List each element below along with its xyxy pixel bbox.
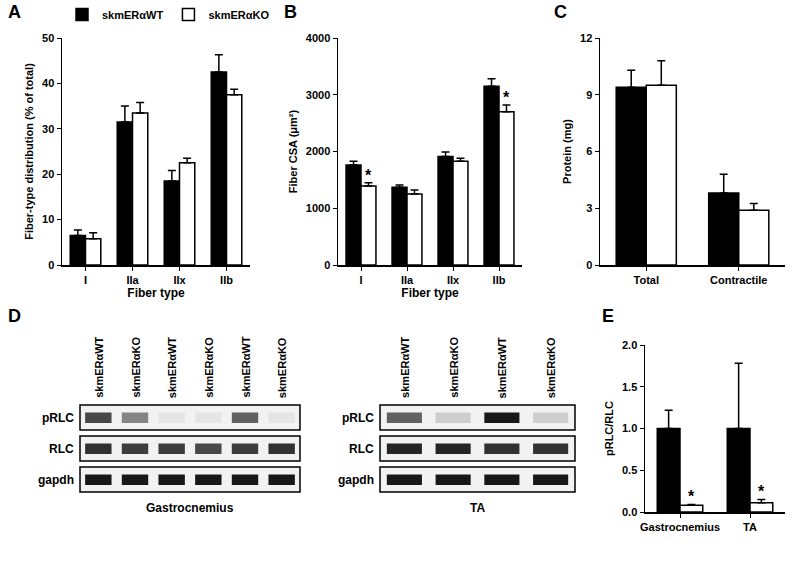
svg-text:20: 20 xyxy=(42,168,54,180)
svg-text:pRLC/RLC: pRLC/RLC xyxy=(603,401,615,456)
svg-text:Total: Total xyxy=(634,274,659,286)
svg-text:I: I xyxy=(84,274,87,286)
svg-text:Fiber CSA (μm²): Fiber CSA (μm²) xyxy=(287,110,299,194)
svg-text:B: B xyxy=(284,2,297,22)
svg-text:4000: 4000 xyxy=(306,32,330,44)
svg-text:2.0: 2.0 xyxy=(622,339,637,351)
svg-text:skmERαWT: skmERαWT xyxy=(240,336,252,397)
svg-text:*: * xyxy=(688,488,695,505)
svg-text:Protein (mg): Protein (mg) xyxy=(561,119,573,184)
svg-text:1.0: 1.0 xyxy=(622,422,637,434)
svg-text:40: 40 xyxy=(42,77,54,89)
svg-text:skmERαKO: skmERαKO xyxy=(545,337,557,398)
svg-text:IIx: IIx xyxy=(447,274,460,286)
svg-text:E: E xyxy=(602,306,614,326)
svg-text:I: I xyxy=(359,274,362,286)
svg-text:skmERαKO: skmERαKO xyxy=(276,337,288,398)
svg-text:Fiber type: Fiber type xyxy=(127,286,185,300)
svg-text:3: 3 xyxy=(586,202,592,214)
svg-text:3000: 3000 xyxy=(306,89,330,101)
svg-text:0: 0 xyxy=(324,259,330,271)
svg-text:Contractile: Contractile xyxy=(710,274,767,286)
svg-text:RLC: RLC xyxy=(349,442,374,456)
svg-text:0: 0 xyxy=(48,259,54,271)
svg-text:IIb: IIb xyxy=(220,274,233,286)
svg-text:IIa: IIa xyxy=(401,274,414,286)
svg-text:6: 6 xyxy=(586,145,592,157)
svg-text:9: 9 xyxy=(586,89,592,101)
svg-text:IIa: IIa xyxy=(126,274,139,286)
svg-text:C: C xyxy=(554,2,567,22)
svg-text:*: * xyxy=(758,483,765,500)
svg-text:skmERαKO: skmERαKO xyxy=(448,337,460,398)
svg-text:skmERαKO: skmERαKO xyxy=(203,337,215,398)
svg-text:skmERαWT: skmERαWT xyxy=(166,337,178,398)
svg-text:10: 10 xyxy=(42,213,54,225)
svg-text:skmERαWT: skmERαWT xyxy=(399,336,411,397)
svg-text:skmERαWT: skmERαWT xyxy=(496,337,508,398)
svg-text:*: * xyxy=(503,89,510,106)
svg-text:RLC: RLC xyxy=(49,442,74,456)
svg-text:skmERαWT: skmERαWT xyxy=(93,336,105,397)
svg-text:IIx: IIx xyxy=(173,274,186,286)
svg-text:TA: TA xyxy=(470,501,485,515)
svg-text:30: 30 xyxy=(42,123,54,135)
svg-text:skmERαWT: skmERαWT xyxy=(102,9,163,21)
svg-text:0.0: 0.0 xyxy=(622,506,637,518)
svg-text:skmERαKO: skmERαKO xyxy=(208,9,269,21)
svg-text:IIb: IIb xyxy=(493,274,506,286)
svg-text:pRLC: pRLC xyxy=(342,411,374,425)
svg-text:D: D xyxy=(8,306,21,326)
svg-text:0.5: 0.5 xyxy=(622,464,637,476)
svg-text:A: A xyxy=(8,2,21,22)
svg-text:Fiber type: Fiber type xyxy=(401,286,459,300)
svg-text:skmERαKO: skmERαKO xyxy=(130,336,142,397)
svg-text:12: 12 xyxy=(580,32,592,44)
svg-text:pRLC: pRLC xyxy=(42,411,74,425)
svg-text:TA: TA xyxy=(743,521,757,533)
svg-text:gapdh: gapdh xyxy=(38,473,74,487)
svg-text:Gastrocnemius: Gastrocnemius xyxy=(640,521,720,533)
svg-text:2000: 2000 xyxy=(306,145,330,157)
svg-text:gapdh: gapdh xyxy=(338,473,374,487)
svg-text:1000: 1000 xyxy=(306,202,330,214)
svg-text:Fiber-type distribution (% of: Fiber-type distribution (% of total) xyxy=(23,63,35,240)
svg-text:50: 50 xyxy=(42,32,54,44)
svg-text:1.5: 1.5 xyxy=(622,381,637,393)
svg-text:0: 0 xyxy=(586,259,592,271)
svg-text:*: * xyxy=(365,167,372,184)
svg-text:Gastrocnemius: Gastrocnemius xyxy=(146,501,234,515)
